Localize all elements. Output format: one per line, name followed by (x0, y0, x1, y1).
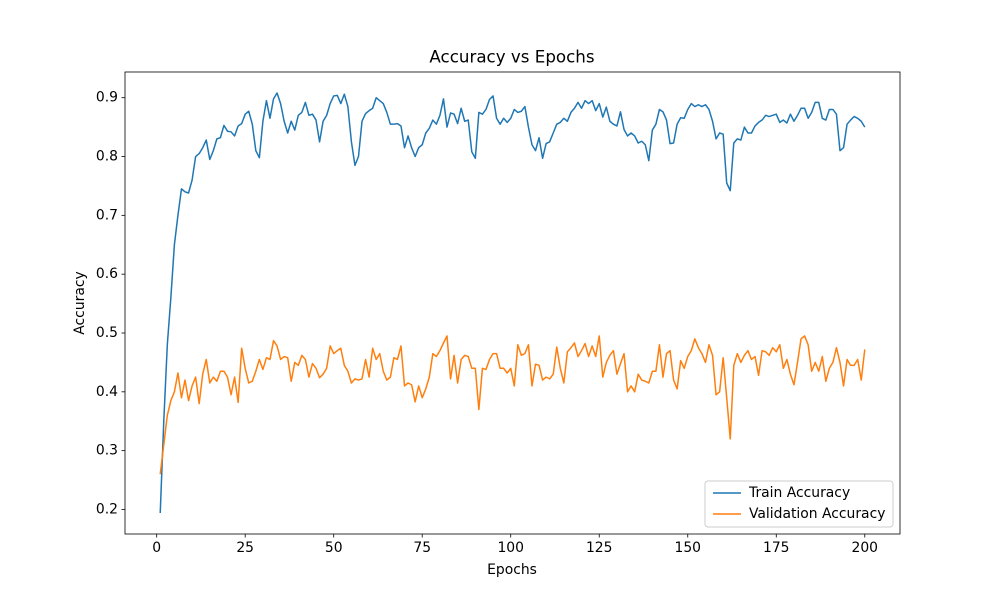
y-tick-label: 0.6 (96, 266, 118, 282)
y-tick-label: 0.9 (96, 90, 118, 106)
x-tick-label: 125 (586, 540, 613, 556)
chart-title: Accuracy vs Epochs (429, 47, 594, 67)
legend-box (704, 480, 894, 528)
line-series (159, 92, 866, 514)
x-tick-label: 100 (497, 540, 524, 556)
y-tick-label: 0.3 (96, 443, 118, 459)
y-tick-label: 0.8 (96, 149, 118, 165)
legend-label: Validation Accuracy (749, 506, 885, 522)
x-tick-label: 50 (325, 540, 343, 556)
y-tick-label: 0.7 (96, 207, 118, 223)
y-tick-label: 0.4 (96, 384, 118, 400)
x-axis-label: Epochs (487, 562, 537, 578)
legend-label: Train Accuracy (748, 485, 850, 501)
y-tick-label: 0.2 (96, 501, 118, 517)
line-series (159, 335, 866, 475)
x-tick-label: 25 (236, 540, 254, 556)
x-tick-label: 150 (674, 540, 701, 556)
y-axis-label: Accuracy (72, 271, 88, 334)
axes-frame (124, 71, 901, 535)
y-tick-label: 0.5 (96, 325, 118, 341)
x-tick-label: 175 (763, 540, 790, 556)
x-tick-label: 0 (152, 540, 161, 556)
x-tick-label: 75 (413, 540, 431, 556)
x-tick-label: 200 (852, 540, 879, 556)
legend: Train Accuracy Validation Accuracy (704, 480, 894, 528)
